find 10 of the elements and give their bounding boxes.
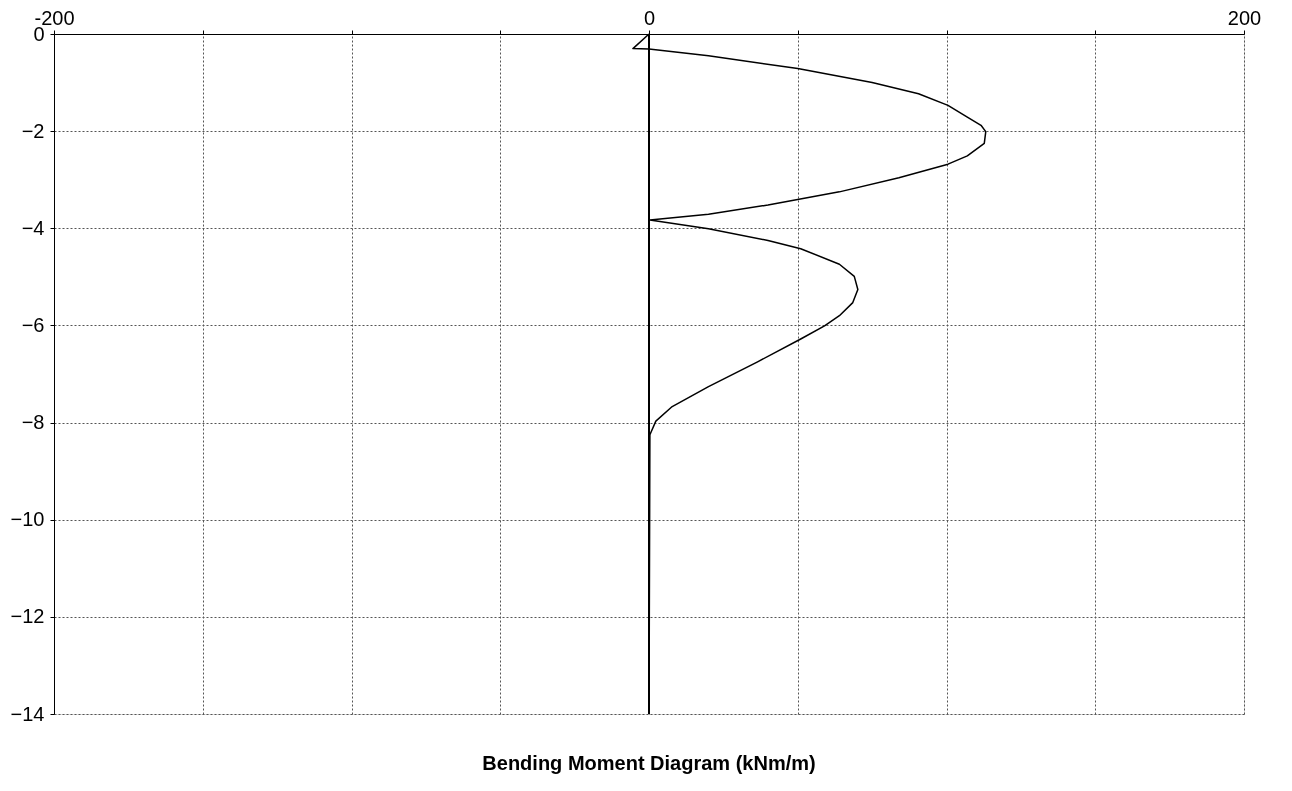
y-tick-label: −4 xyxy=(21,216,45,239)
y-tick-label: −2 xyxy=(21,119,45,142)
y-tick-label: −6 xyxy=(21,313,45,336)
y-tick-label: −12 xyxy=(10,605,45,628)
x-axis-title: Bending Moment Diagram (kNm/m) xyxy=(482,752,816,774)
x-tick-label: 0 xyxy=(643,6,656,29)
y-tick-label: −14 xyxy=(10,702,45,725)
x-tick-label: 200 xyxy=(1227,6,1262,29)
y-tick-label: −8 xyxy=(21,411,45,434)
y-tick-label: −10 xyxy=(10,508,45,531)
